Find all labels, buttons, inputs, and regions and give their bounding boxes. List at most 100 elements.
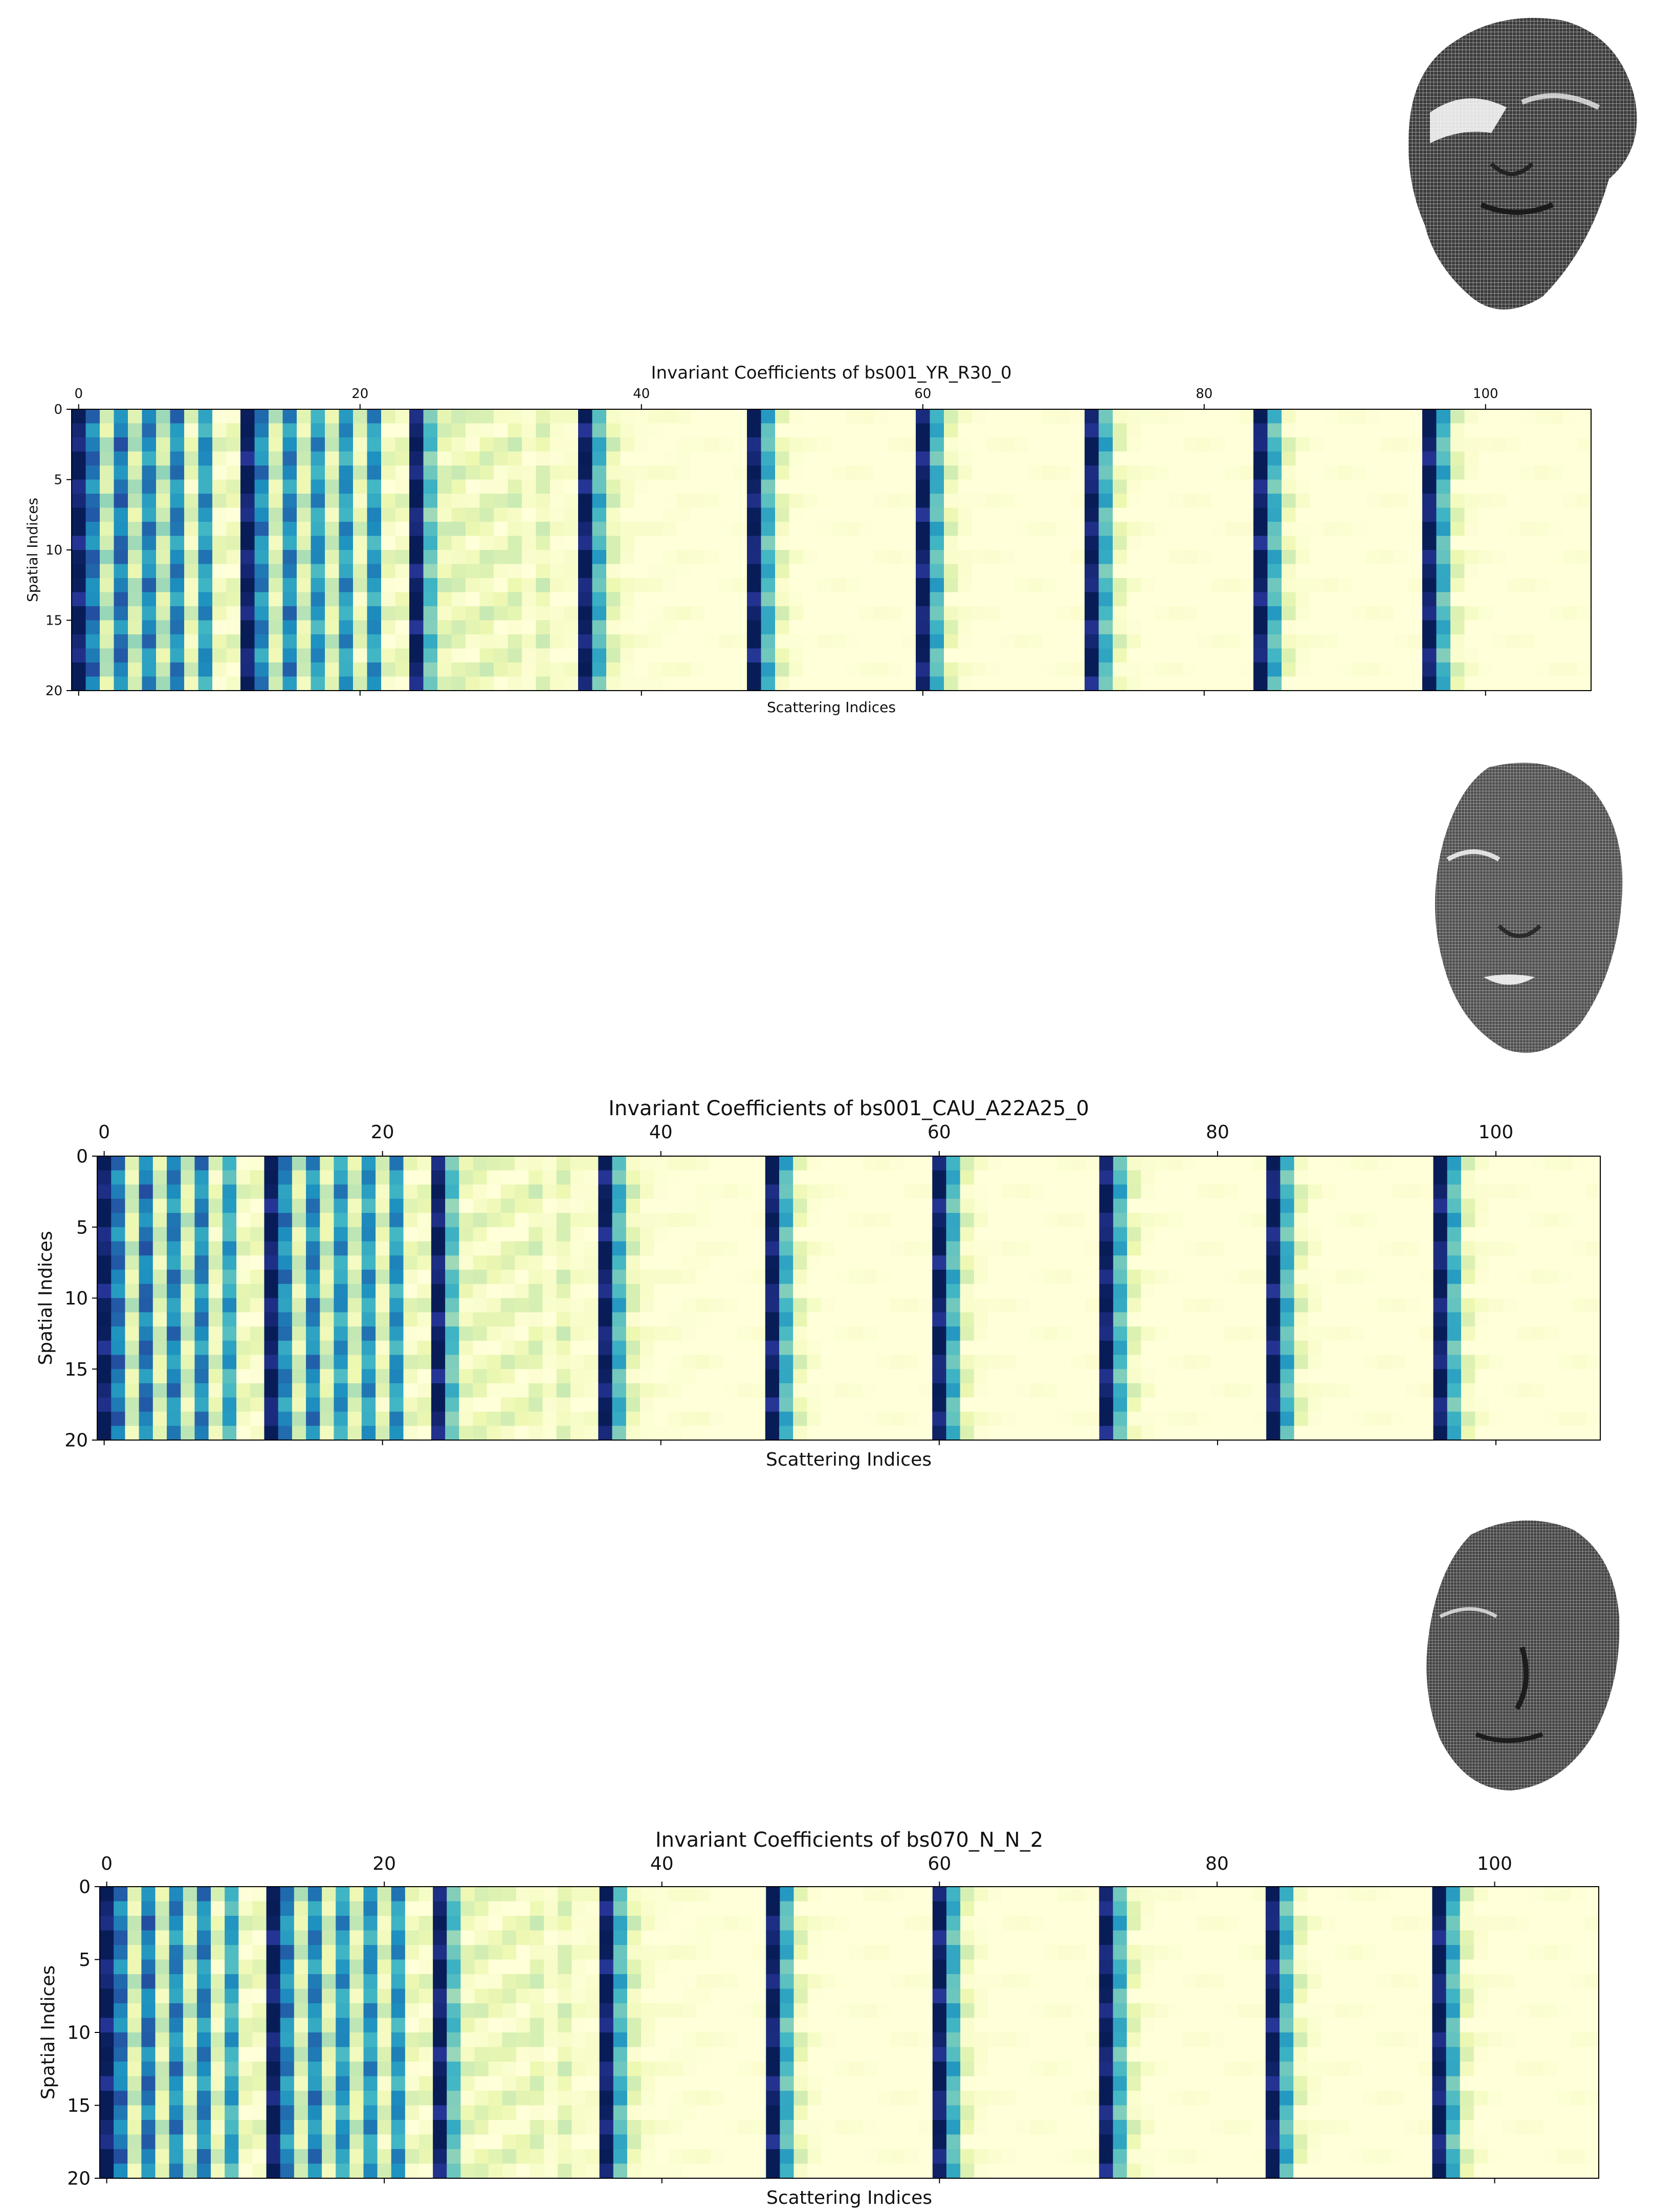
heatmap-cell (142, 662, 157, 677)
heatmap-cell (114, 479, 128, 494)
heatmap-cell (100, 2047, 114, 2062)
heatmap-cell (212, 592, 227, 607)
heatmap-cell (488, 2047, 503, 2062)
heatmap-cell (405, 1945, 420, 1960)
heatmap-cell (212, 662, 227, 677)
heatmap-cell (170, 451, 185, 466)
heatmap-cell (325, 536, 340, 550)
heatmap-cell (363, 1959, 378, 1975)
heatmap-cell (85, 536, 100, 550)
heatmap-cell (325, 564, 340, 579)
heatmap-cell (433, 2003, 447, 2019)
heatmap-cell (226, 536, 241, 550)
heatmap-cell (307, 2032, 322, 2048)
heatmap-cell (72, 648, 86, 663)
heatmap-cell (225, 1988, 239, 2004)
heatmap-cell (266, 1945, 281, 1960)
heatmap-cell (198, 620, 213, 635)
heatmap-cell (502, 1988, 517, 2004)
heatmap-cell (363, 2134, 378, 2150)
heatmap-cell (488, 2032, 503, 2048)
heatmap-cell (269, 564, 283, 579)
heatmap-cell (322, 1945, 336, 1960)
heatmap-cell (336, 1887, 350, 1902)
heatmap-cell (325, 423, 340, 438)
heatmap-cell (128, 451, 143, 466)
heatmap-cell (294, 2018, 308, 2033)
heatmap-cell (269, 676, 283, 691)
heatmap-cell (254, 592, 269, 607)
heatmap-cell (474, 1930, 489, 1945)
heatmap-cell (433, 1930, 447, 1945)
heatmap-cell (474, 2062, 489, 2077)
heatmap-cell (460, 2091, 475, 2106)
heatmap-cell (307, 2047, 322, 2062)
heatmap-cell (294, 1945, 308, 1960)
heatmap-cell (254, 564, 269, 579)
heatmap-cell (225, 2003, 239, 2019)
heatmap-cell (128, 662, 143, 677)
heatmap-cell (294, 2076, 308, 2091)
heatmap-cell (474, 2149, 489, 2164)
heatmap-cell (474, 2091, 489, 2106)
heatmap-cell (127, 2003, 142, 2019)
heatmap-cell (266, 2076, 281, 2091)
heatmap-cell (226, 634, 241, 649)
heatmap-cell (516, 1974, 531, 1989)
heatmap-cell (311, 437, 325, 452)
heatmap-cell (353, 536, 368, 550)
heatmap-cell (128, 592, 143, 607)
heatmap-cell (460, 2003, 475, 2019)
heatmap-cell (196, 2163, 211, 2179)
heatmap-cell (254, 423, 269, 438)
heatmap-cell (307, 2062, 322, 2077)
heatmap-cell (100, 2149, 114, 2164)
heatmap-cell (211, 2120, 225, 2135)
heatmap-cell (377, 2003, 392, 2019)
heatmap-cell (377, 2091, 392, 2106)
heatmap-cell (184, 634, 199, 649)
heatmap-cell (183, 2105, 197, 2120)
heatmap-cell (339, 494, 354, 508)
heatmap-cell (100, 466, 115, 480)
heatmap-cell (252, 2105, 267, 2120)
heatmap-cell (100, 2105, 114, 2120)
heatmap-cell (252, 2149, 267, 2164)
heatmap-cell (85, 662, 100, 677)
heatmap-cell (114, 2120, 128, 2135)
heatmap-cell (254, 466, 269, 480)
heatmap-cell (226, 564, 241, 579)
heatmap-cell (184, 423, 199, 438)
heatmap-cell (418, 2076, 433, 2091)
heatmap-cell (211, 2163, 225, 2179)
heatmap-cell (196, 2018, 211, 2033)
heatmap-cell (142, 409, 157, 424)
heatmap-cell (127, 2105, 142, 2120)
heatmap-cell (297, 507, 312, 522)
heatmap-cell (311, 648, 325, 663)
heatmap-cell (307, 2120, 322, 2135)
heatmap-cell (367, 536, 382, 550)
heatmap-cell (460, 2120, 475, 2135)
heatmap-cell (325, 676, 340, 691)
heatmap-cell (170, 507, 185, 522)
heatmap-cell (405, 1988, 420, 2004)
heatmap-cell (184, 578, 199, 593)
heatmap-cell (211, 1974, 225, 1989)
heatmap-cell (405, 2003, 420, 2019)
heatmap-cell (266, 2105, 281, 2120)
heatmap-cell (339, 620, 354, 635)
heatmap-cell (114, 2076, 128, 2091)
heatmap-cell (252, 1887, 267, 1902)
heatmap-cell (85, 409, 100, 424)
heatmap-cell (211, 1959, 225, 1975)
heatmap-cell (198, 536, 213, 550)
heatmap-cell (198, 522, 213, 537)
heatmap-cell (322, 1901, 336, 1916)
heatmap-cell (169, 1974, 184, 1989)
heatmap-cell (127, 1959, 142, 1975)
heatmap-cell (307, 2163, 322, 2179)
heatmap-cell (142, 479, 157, 494)
heatmap-cell (254, 676, 269, 691)
